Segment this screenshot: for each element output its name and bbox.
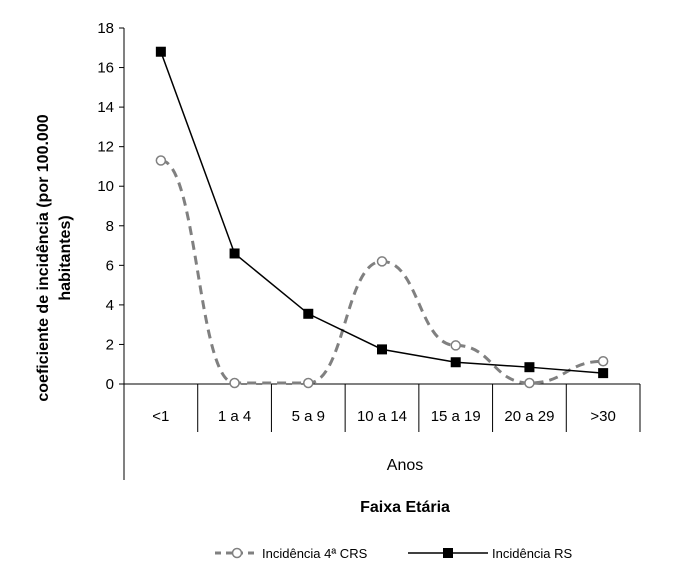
series-line-rs bbox=[160, 51, 604, 374]
y-axis-label-line-2: habitantes) bbox=[57, 215, 74, 300]
data-point-4crs bbox=[597, 356, 609, 367]
legend-marker-4crs bbox=[231, 547, 243, 559]
y-tick-label: 12 bbox=[97, 139, 114, 156]
y-tick-label: 4 bbox=[106, 297, 114, 314]
data-point-rs bbox=[598, 368, 609, 379]
y-tick-label: 16 bbox=[97, 60, 114, 77]
x-axis-label: Anos bbox=[387, 457, 423, 474]
y-tick-label: 14 bbox=[97, 99, 114, 116]
legend: Incidência 4ª CRS Incidência RS bbox=[215, 546, 573, 561]
y-tick-label: 0 bbox=[106, 376, 114, 393]
legend-marker-rs bbox=[443, 548, 453, 558]
data-point-rs bbox=[155, 46, 166, 57]
axes bbox=[123, 28, 641, 480]
data-point-rs bbox=[229, 248, 240, 259]
x-axis-group-label: Faixa Etária bbox=[360, 499, 450, 516]
data-point-4crs bbox=[450, 340, 461, 351]
data-point-4crs bbox=[229, 377, 240, 389]
y-tick-label: 6 bbox=[106, 257, 114, 274]
legend-label-rs: Incidência RS bbox=[492, 546, 573, 561]
y-axis-ticks: 0 2 4 6 8 10 12 14 16 18 bbox=[97, 20, 124, 393]
y-tick-label: 2 bbox=[106, 336, 114, 353]
x-tick-label: 15 a 19 bbox=[431, 408, 481, 425]
y-tick-label: 8 bbox=[106, 218, 114, 235]
data-point-rs bbox=[377, 344, 387, 355]
series-layer bbox=[155, 46, 609, 389]
data-point-rs bbox=[303, 308, 314, 319]
x-axis-categories: <1 1 a 4 5 a 9 10 a 14 15 a 19 20 a 29 >30 bbox=[152, 408, 616, 425]
y-tick-label: 10 bbox=[97, 178, 114, 195]
data-point-4crs bbox=[524, 377, 535, 389]
x-tick-label: 20 a 29 bbox=[504, 408, 554, 425]
data-point-rs bbox=[524, 362, 535, 373]
y-axis-label-line-1: coeficiente de incidência (por 100.000 bbox=[35, 114, 52, 401]
x-tick-label: <1 bbox=[152, 408, 169, 425]
x-tick-label: >30 bbox=[590, 408, 615, 425]
y-tick-label: 18 bbox=[97, 20, 114, 37]
legend-label-4crs: Incidência 4ª CRS bbox=[262, 546, 368, 561]
data-point-4crs bbox=[376, 256, 388, 267]
data-point-4crs bbox=[155, 155, 167, 166]
data-point-rs bbox=[450, 357, 461, 368]
x-tick-label: 1 a 4 bbox=[218, 408, 251, 425]
x-tick-label: 10 a 14 bbox=[357, 408, 407, 425]
data-point-4crs bbox=[303, 377, 314, 389]
series-line-4crs bbox=[160, 159, 604, 385]
x-tick-label: 5 a 9 bbox=[292, 408, 325, 425]
